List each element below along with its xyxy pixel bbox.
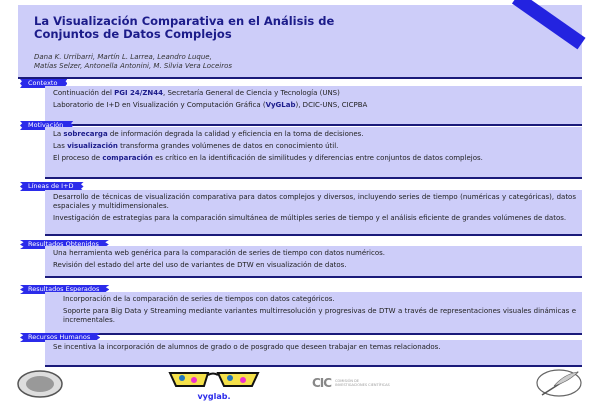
paragraph: Investigación de estrategias para la com… (53, 214, 567, 222)
title-line: Conjuntos de Datos Complejos (34, 27, 232, 41)
authors-line: Dana K. Urribarri, Martín L. Larrea, Lea… (34, 53, 212, 61)
section-recursos: Se incentiva la incorporación de alumnos… (45, 340, 582, 367)
section-lineas: Desarrollo de técnicas de visualización … (45, 190, 582, 236)
section-tag-esperados: Resultados Esperados (20, 285, 110, 294)
title-panel: La Visualización Comparativa en el Análi… (18, 5, 582, 79)
section-tag-motivacion: Motivación (20, 121, 74, 130)
paragraph: Revisión del estado del arte del uso de … (53, 261, 347, 269)
paragraph: Incorporación de la comparación de serie… (63, 295, 335, 303)
cic-abbr: CIC (312, 376, 332, 390)
cic-name: COMISIÓN DE INVESTIGACIONES CIENTÍFICAS (335, 379, 390, 387)
paragraph: Soporte para Big Data y Streaming median… (63, 307, 576, 324)
section-esperados: Incorporación de la comparación de serie… (45, 292, 582, 335)
paragraph: Las visualización transforma grandes vol… (53, 142, 339, 150)
section-tag-lineas: Líneas de I+D (20, 182, 84, 191)
cic-logo: CIC COMISIÓN DE INVESTIGACIONES CIENTÍFI… (312, 376, 390, 390)
paragraph: La sobrecarga de información degrada la … (53, 130, 364, 138)
title-line: La Visualización Comparativa en el Análi… (34, 14, 335, 28)
authors-line: Matías Selzer, Antonella Antonini, M. Si… (34, 62, 232, 70)
vyglab-wordmark: vyglab. (197, 392, 231, 401)
vyglab-logo: vyglab. (168, 370, 260, 401)
paragraph: Desarrollo de técnicas de visualización … (53, 193, 576, 210)
glasses-icon (168, 372, 260, 387)
authors: Dana K. Urribarri, Martín L. Larrea, Lea… (34, 53, 232, 71)
paragraph: El proceso de comparación es crítico en … (53, 154, 483, 162)
uns-seal-logo (17, 370, 63, 398)
section-tag-contexto: Contexto (20, 79, 68, 88)
paragraph: Laboratorio de I+D en Visualización y Co… (53, 101, 368, 109)
section-contexto: Continuación del PGI 24/ZN44, Secretaría… (45, 86, 582, 126)
quill-seal-logo (536, 369, 582, 397)
section-motivacion: La sobrecarga de información degrada la … (45, 127, 582, 179)
paragraph: Se incentiva la incorporación de alumnos… (53, 343, 441, 351)
paragraph: Continuación del PGI 24/ZN44, Secretaría… (53, 89, 340, 97)
section-tag-obtenidos: Resultados Obtenidos (20, 240, 109, 249)
poster-title: La Visualización Comparativa en el Análi… (34, 15, 334, 41)
paragraph: Una herramienta web genérica para la com… (53, 249, 385, 257)
section-obtenidos: Una herramienta web genérica para la com… (45, 246, 582, 278)
section-tag-recursos: Recursos Humanos (20, 333, 101, 342)
